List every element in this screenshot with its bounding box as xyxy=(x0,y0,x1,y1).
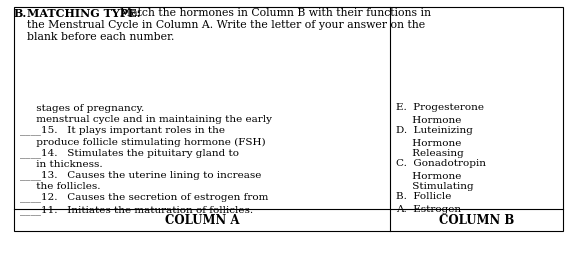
Text: produce follicle stimulating hormone (FSH): produce follicle stimulating hormone (FS… xyxy=(20,138,266,147)
Text: E.  Progesterone: E. Progesterone xyxy=(396,103,484,112)
Text: Stimulating: Stimulating xyxy=(396,182,473,191)
Text: Match the hormones in Column B with their functions in: Match the hormones in Column B with thei… xyxy=(120,8,431,18)
Text: the Menstrual Cycle in Column A. Write the letter of your answer on the: the Menstrual Cycle in Column A. Write t… xyxy=(27,20,425,30)
Text: the follicles.: the follicles. xyxy=(20,182,101,191)
Text: stages of pregnancy.: stages of pregnancy. xyxy=(20,104,144,113)
Text: Hormone: Hormone xyxy=(396,116,461,125)
Text: ____11.   Initiates the maturation of follicles.: ____11. Initiates the maturation of foll… xyxy=(20,205,253,215)
Text: B.  Follicle: B. Follicle xyxy=(396,192,451,201)
Text: D.  Luteinizing: D. Luteinizing xyxy=(396,126,473,135)
Text: B.: B. xyxy=(14,8,27,19)
Text: COLUMN B: COLUMN B xyxy=(439,213,514,227)
Text: Releasing: Releasing xyxy=(396,149,464,158)
Text: ____15.   It plays important roles in the: ____15. It plays important roles in the xyxy=(20,125,225,135)
Bar xyxy=(14,7,563,231)
Text: A.  Estrogen: A. Estrogen xyxy=(396,205,461,214)
Text: in thickness.: in thickness. xyxy=(20,160,103,169)
Text: Hormone: Hormone xyxy=(396,172,461,181)
Text: Hormone: Hormone xyxy=(396,139,461,148)
Text: MATCHING TYPE:: MATCHING TYPE: xyxy=(27,8,140,19)
Text: ____12.   Causes the secretion of estrogen from: ____12. Causes the secretion of estrogen… xyxy=(20,192,268,202)
Text: ____13.   Causes the uterine lining to increase: ____13. Causes the uterine lining to inc… xyxy=(20,170,261,180)
Text: COLUMN A: COLUMN A xyxy=(165,213,239,227)
Text: C.  Gonadotropin: C. Gonadotropin xyxy=(396,159,486,168)
Text: menstrual cycle and in maintaining the early: menstrual cycle and in maintaining the e… xyxy=(20,115,272,124)
Text: ____14.   Stimulates the pituitary gland to: ____14. Stimulates the pituitary gland t… xyxy=(20,148,239,158)
Text: blank before each number.: blank before each number. xyxy=(27,32,175,42)
